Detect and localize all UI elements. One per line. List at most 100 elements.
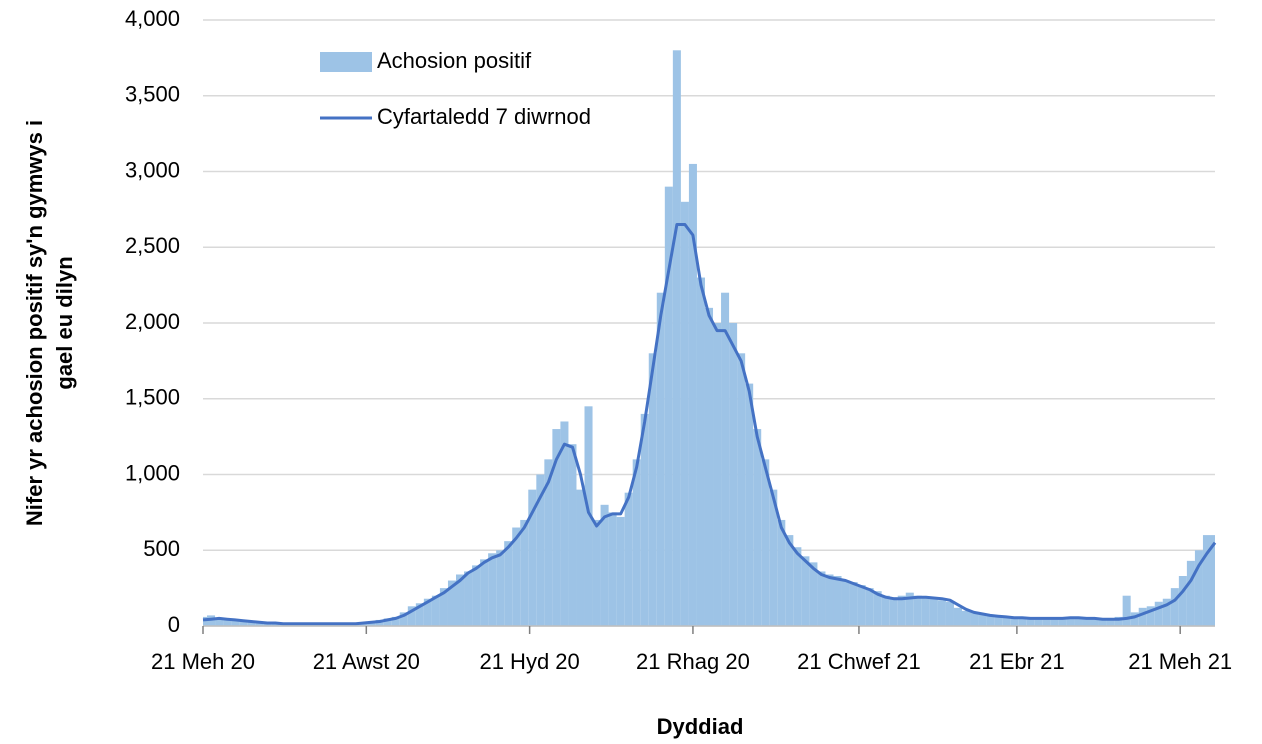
bar bbox=[737, 353, 746, 626]
bar bbox=[688, 163, 697, 627]
y-tick-label: 1,000 bbox=[125, 460, 180, 485]
x-tick-label: 21 Hyd 20 bbox=[479, 649, 579, 674]
bar bbox=[431, 595, 440, 626]
bar bbox=[1050, 618, 1059, 626]
bar bbox=[584, 406, 593, 626]
bar bbox=[383, 618, 392, 626]
bar bbox=[953, 607, 962, 626]
bar bbox=[472, 565, 481, 626]
bar bbox=[504, 541, 513, 626]
bar bbox=[745, 383, 754, 626]
bar bbox=[640, 413, 649, 626]
bar bbox=[1202, 535, 1211, 626]
bar bbox=[560, 421, 569, 626]
bar bbox=[913, 595, 922, 626]
bar bbox=[439, 588, 448, 626]
bar bbox=[970, 612, 979, 626]
bar bbox=[809, 562, 818, 626]
bar bbox=[520, 519, 529, 626]
bar bbox=[1018, 617, 1027, 626]
bar bbox=[447, 580, 456, 626]
x-tick-label: 21 Meh 21 bbox=[1128, 649, 1232, 674]
bar bbox=[1106, 618, 1115, 626]
bar bbox=[664, 186, 673, 626]
bar bbox=[801, 556, 810, 626]
bar bbox=[456, 574, 465, 626]
y-tick-label: 4,000 bbox=[125, 6, 180, 31]
bar bbox=[729, 323, 738, 626]
bar bbox=[1082, 618, 1091, 626]
bar bbox=[881, 595, 890, 626]
bar bbox=[1186, 560, 1195, 626]
bar bbox=[1154, 601, 1163, 626]
bar bbox=[648, 353, 657, 626]
bar bbox=[929, 598, 938, 626]
y-tick-label: 3,500 bbox=[125, 82, 180, 107]
bar bbox=[680, 201, 689, 627]
bar bbox=[777, 519, 786, 626]
bar bbox=[367, 621, 376, 626]
bar bbox=[865, 588, 874, 626]
bar bbox=[1034, 618, 1043, 626]
bar bbox=[994, 616, 1003, 626]
bar bbox=[1058, 617, 1067, 626]
bar bbox=[849, 582, 858, 626]
bar bbox=[1170, 588, 1179, 626]
bar bbox=[713, 323, 722, 626]
bar bbox=[841, 580, 850, 626]
bar bbox=[399, 612, 408, 626]
bar bbox=[1194, 550, 1203, 626]
bar bbox=[215, 617, 224, 626]
bar bbox=[568, 444, 577, 626]
bar bbox=[825, 574, 834, 626]
bar bbox=[255, 622, 264, 626]
bar bbox=[624, 492, 633, 626]
bar bbox=[608, 512, 617, 626]
bar bbox=[873, 591, 882, 626]
bar bbox=[552, 429, 561, 626]
bar bbox=[576, 489, 585, 626]
bar bbox=[464, 571, 473, 626]
bar bbox=[696, 277, 705, 626]
bar bbox=[937, 600, 946, 626]
bar bbox=[1122, 595, 1131, 626]
bar bbox=[1026, 618, 1035, 626]
bar bbox=[793, 547, 802, 626]
y-axis-title: gael eu dilyn bbox=[52, 256, 77, 389]
bar bbox=[544, 459, 553, 626]
x-tick-label: 21 Rhag 20 bbox=[636, 649, 750, 674]
bar bbox=[962, 610, 971, 626]
bar bbox=[817, 571, 826, 626]
legend-label: Achosion positif bbox=[377, 48, 532, 73]
bar bbox=[761, 459, 770, 626]
bar bbox=[496, 550, 505, 626]
bar bbox=[721, 292, 730, 626]
y-tick-label: 0 bbox=[168, 612, 180, 637]
bar bbox=[239, 621, 248, 626]
bar bbox=[945, 601, 954, 626]
y-tick-label: 1,500 bbox=[125, 385, 180, 410]
bar bbox=[223, 618, 232, 626]
bar bbox=[753, 429, 762, 626]
bar bbox=[656, 292, 665, 626]
y-axis-title: Nifer yr achosion positif sy'n gymwys i bbox=[22, 120, 47, 526]
bar bbox=[536, 474, 545, 626]
bar bbox=[247, 621, 256, 626]
legend: Achosion positif Cyfartaledd 7 diwrnod bbox=[320, 48, 591, 129]
bar bbox=[512, 527, 521, 626]
y-tick-label: 3,000 bbox=[125, 157, 180, 182]
legend-swatch bbox=[320, 52, 372, 72]
bar bbox=[1042, 617, 1051, 626]
bar bbox=[921, 597, 930, 626]
bar bbox=[769, 489, 778, 626]
bar bbox=[889, 597, 898, 626]
bar bbox=[600, 504, 609, 626]
bar bbox=[1114, 616, 1123, 626]
legend-label: Cyfartaledd 7 diwrnod bbox=[377, 104, 591, 129]
bar bbox=[704, 307, 714, 626]
x-tick-label: 21 Awst 20 bbox=[313, 649, 420, 674]
bar bbox=[231, 619, 240, 626]
bar bbox=[1210, 535, 1215, 626]
bar bbox=[592, 519, 601, 626]
